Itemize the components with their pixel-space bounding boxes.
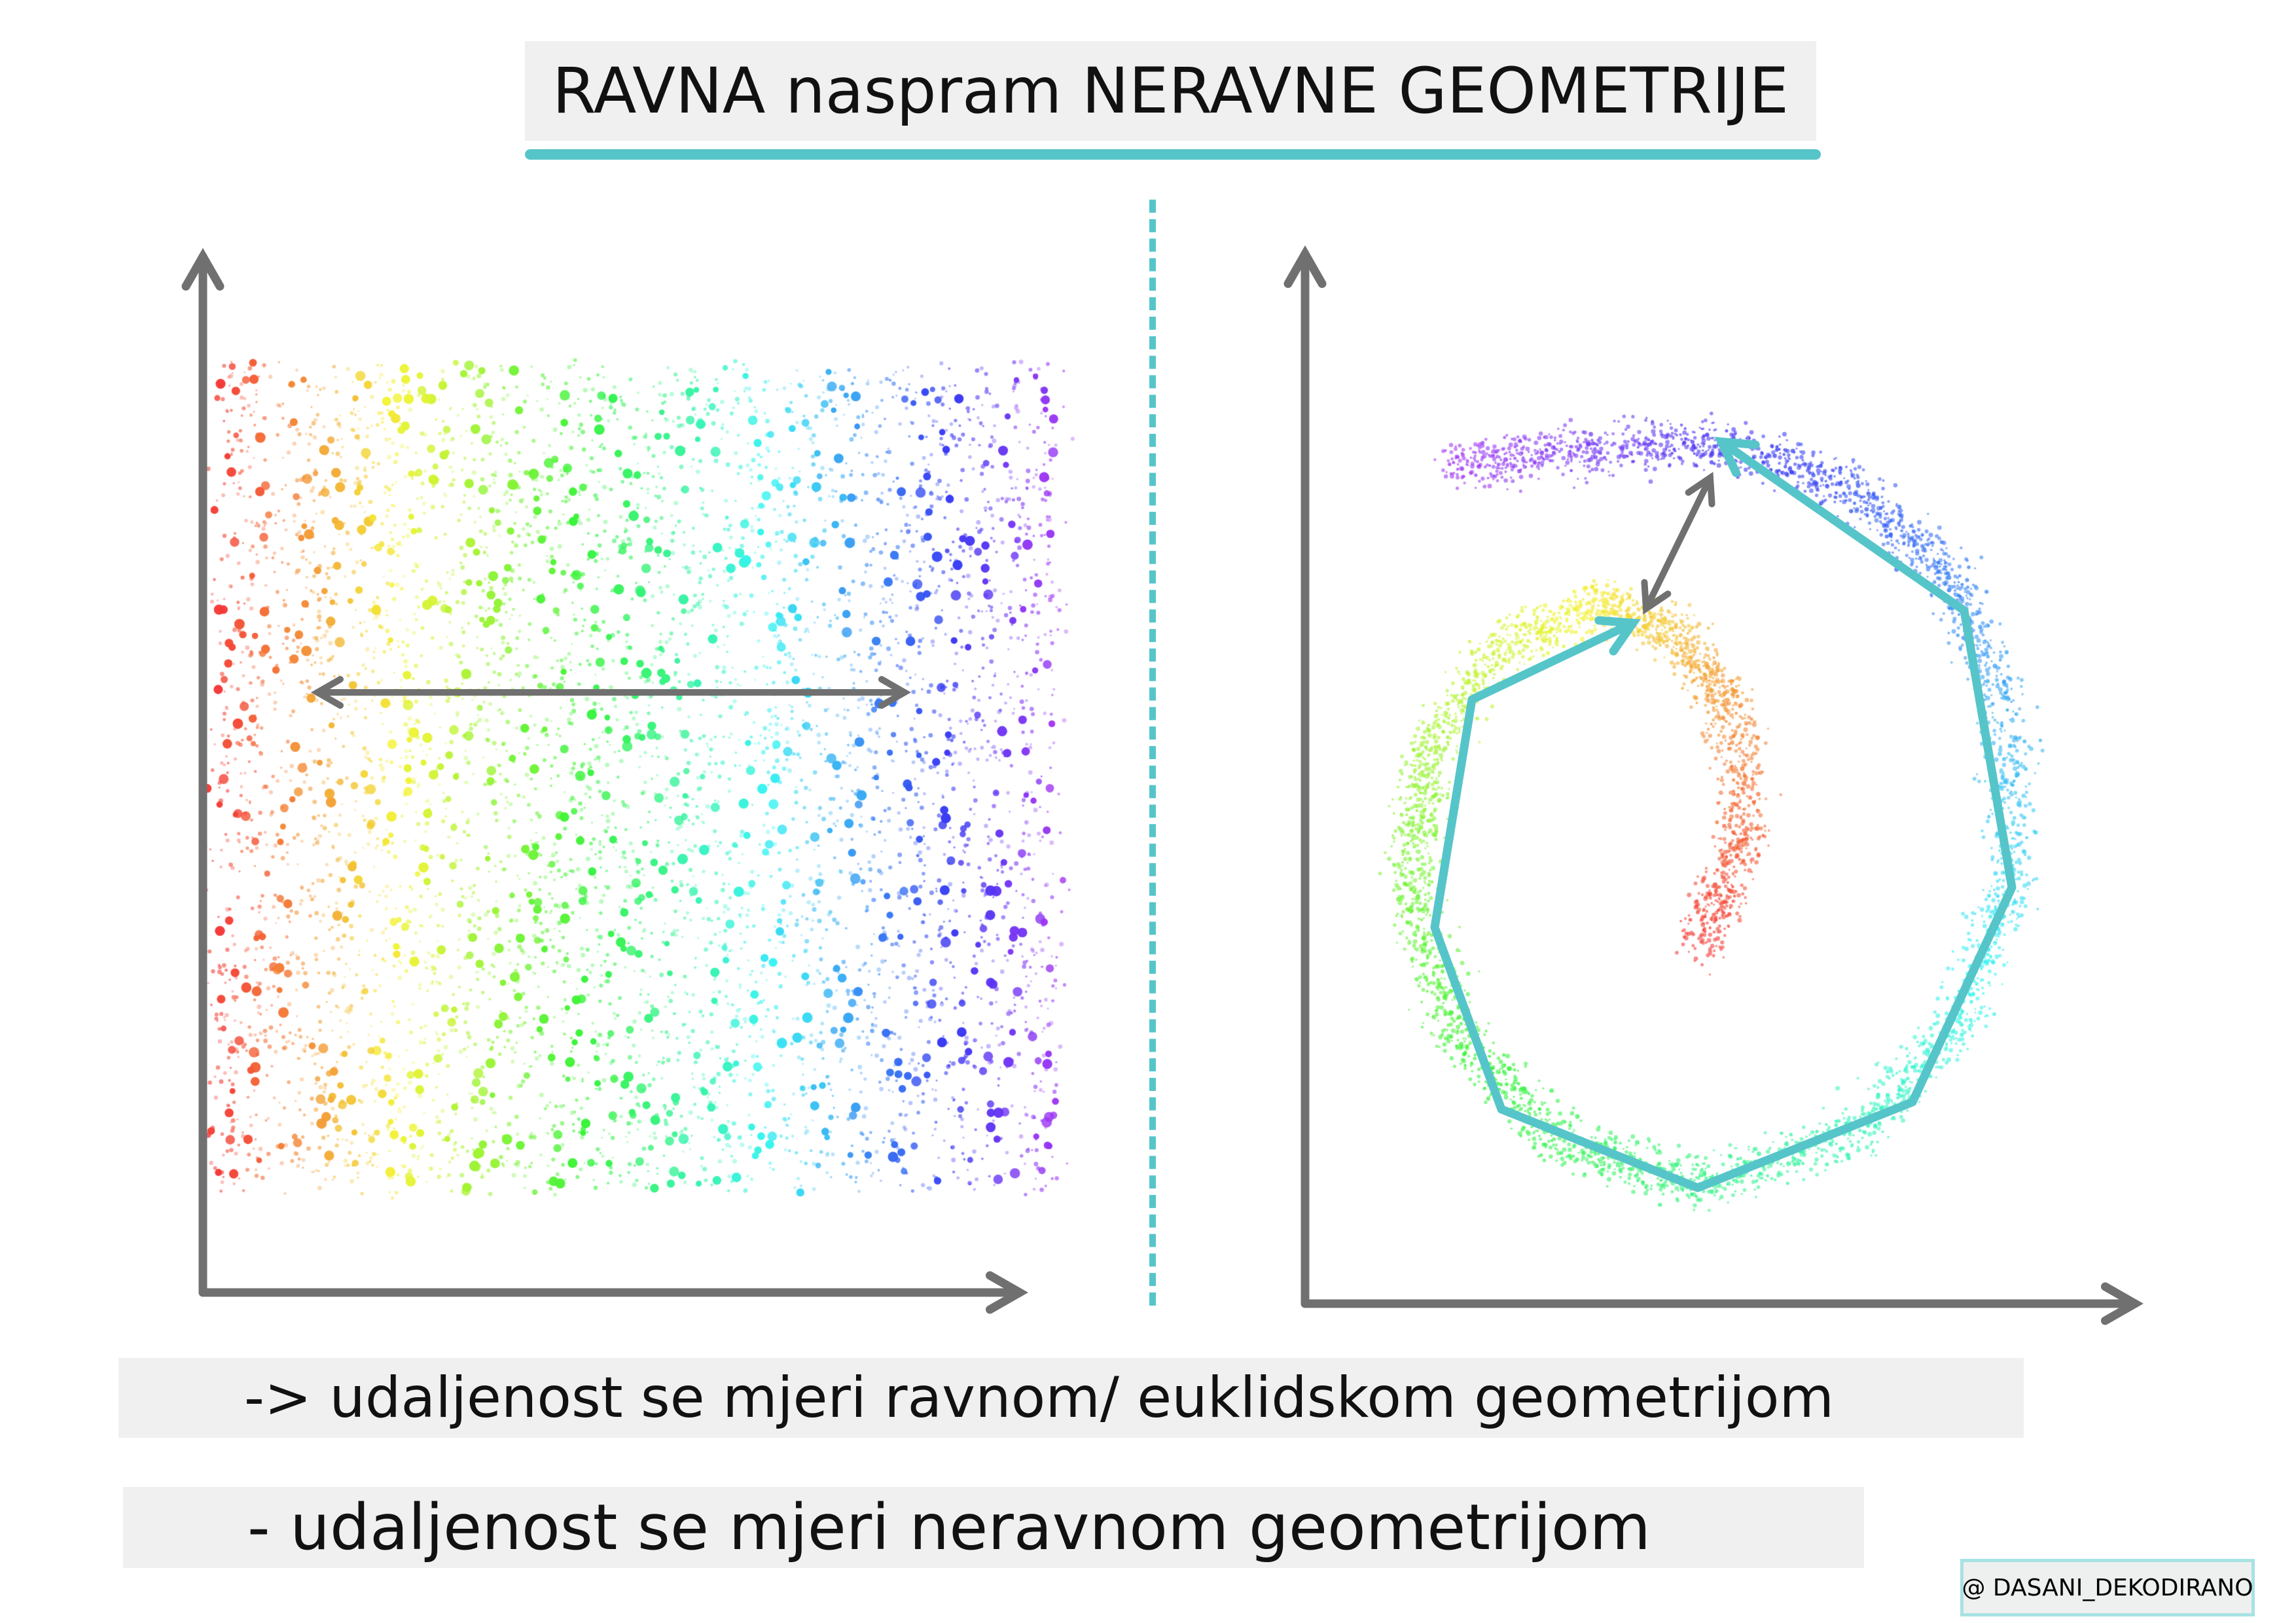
caption-flat: -> udaljenost se mjeri ravnom/ euklidsko… [244,1365,1835,1431]
watermark: @ DASANI_DEKODIRANO [1960,1559,2255,1616]
straight-shortcut-arrow [1641,471,1715,615]
caption-curved-box: - udaljenost se mjeri neravnom geometrij… [123,1487,1864,1568]
right-axes [1283,245,2144,1325]
title-box: RAVNA naspram NERAVNE GEOMETRIJE [525,41,1816,141]
title-underline [525,149,1821,160]
watermark-text: @ DASANI_DEKODIRANO [1962,1574,2253,1601]
dashed-divider [1149,200,1156,1306]
caption-curved: - udaljenost se mjeri neravnom geometrij… [247,1491,1651,1564]
left-axes [181,247,1029,1314]
geodesic-path-arrow [1430,437,2017,1192]
caption-flat-box: -> udaljenost se mjeri ravnom/ euklidsko… [118,1358,2024,1438]
page-title: RAVNA naspram NERAVNE GEOMETRIJE [552,54,1789,128]
